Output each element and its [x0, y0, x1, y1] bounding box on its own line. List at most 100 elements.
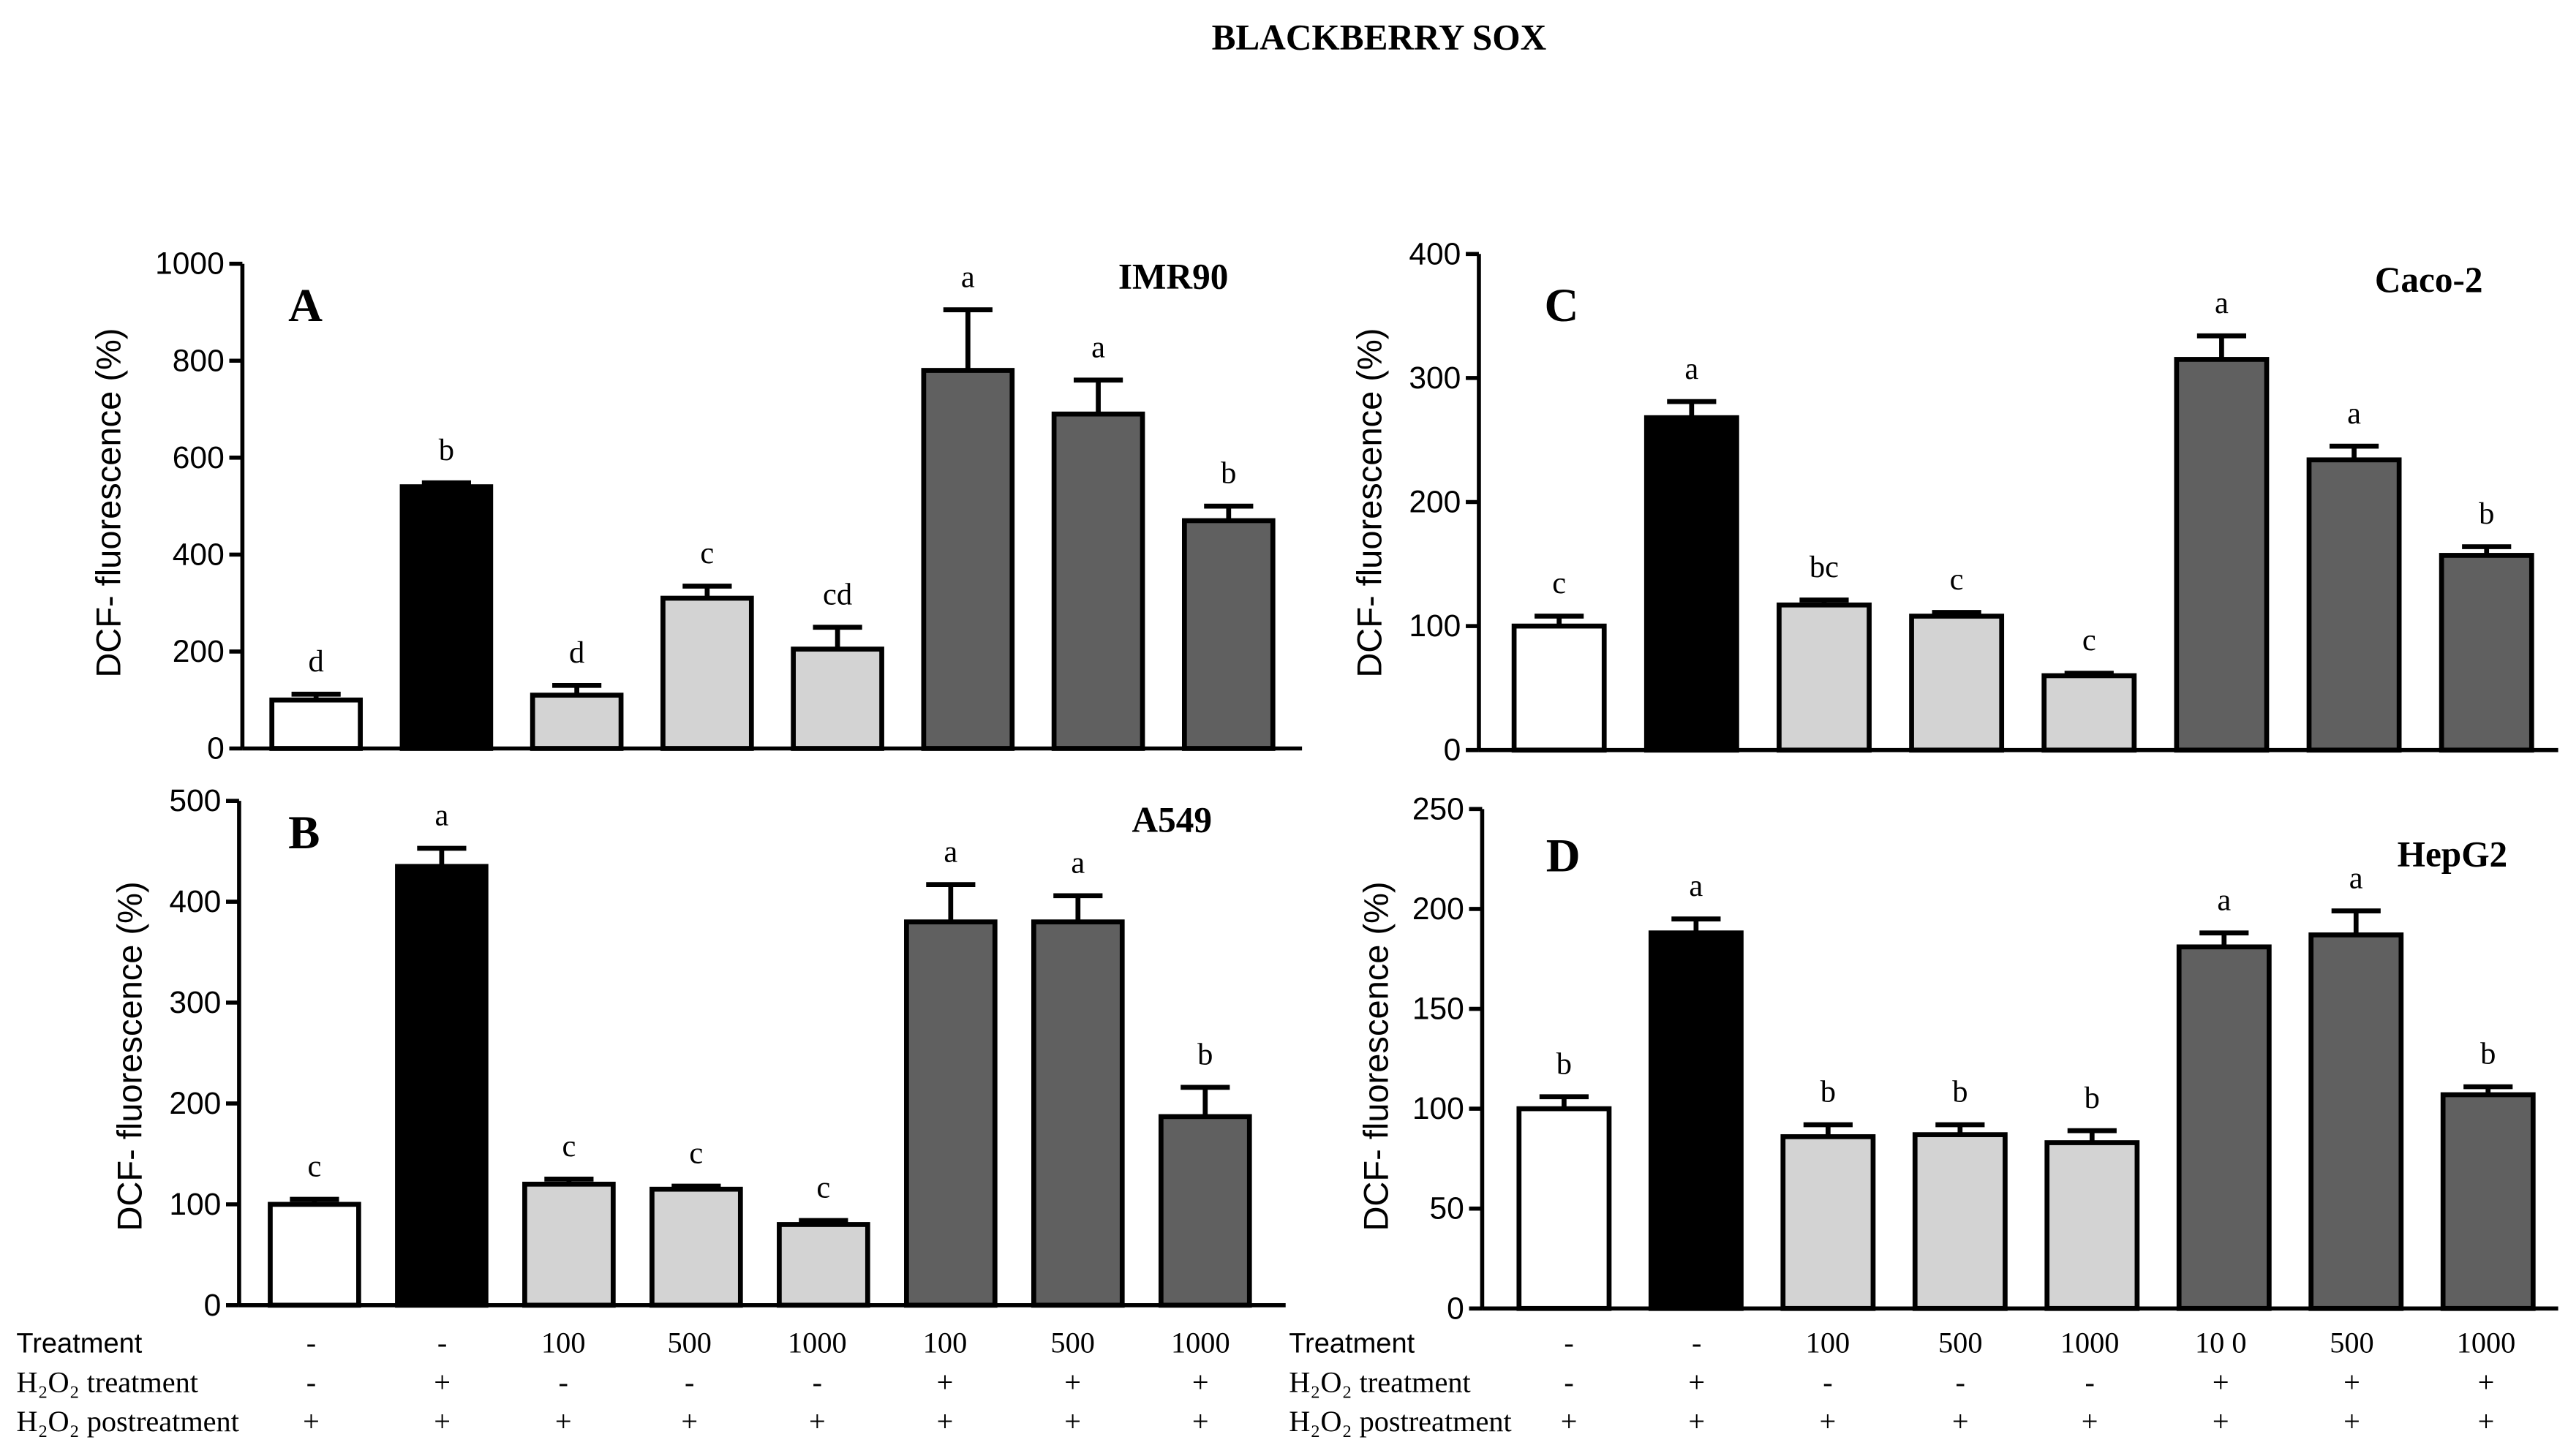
bar-A-8: [1182, 518, 1276, 751]
y-tick-label-C-3: 300: [1409, 361, 1461, 396]
y-tick-label-D-3: 150: [1412, 992, 1464, 1027]
y-axis-label-C: DCF- fluorescence (%): [1349, 328, 1388, 678]
bar-B-4: [649, 1186, 743, 1308]
panel-B: DCF- fluorescence (%) B A549 0 100 200 300 400 5…: [110, 783, 1286, 1323]
treatment-cell: 1000: [1171, 1327, 1230, 1359]
figure-title: BLACKBERRY SOX: [1212, 17, 1547, 57]
panel-C: DCF- fluorescence (%) C Caco-2 0 100 200 300 40…: [1349, 236, 2558, 768]
treatment-row-label: H₂O₂ postreatment: [16, 1405, 239, 1438]
panel-D: DCF- fluorescence (%) D HepG2 0 50 100 150 200 2…: [1356, 791, 2558, 1326]
y-tick-label-A-5: 1000: [155, 246, 225, 282]
treatment-cell: 1000: [788, 1327, 847, 1359]
significance-label-B-4: c: [689, 1136, 703, 1171]
bar-C-6: [2174, 357, 2270, 753]
treatment-cell: -: [1692, 1327, 1701, 1359]
treatment-cell: +: [809, 1405, 826, 1438]
significance-label-B-7: a: [1071, 845, 1085, 880]
treatment-cell: +: [681, 1405, 698, 1438]
significance-label-C-5: c: [2082, 623, 2096, 657]
bar-C-4: [1909, 614, 2005, 753]
significance-label-B-6: a: [944, 834, 957, 869]
treatment-cell: -: [1564, 1365, 1573, 1398]
bar-D-7: [2308, 932, 2404, 1311]
treatment-cell: 100: [923, 1327, 967, 1359]
bar-D-6: [2176, 944, 2272, 1311]
y-tick-label-B-4: 400: [169, 884, 221, 919]
treatment-cell: -: [813, 1365, 822, 1398]
treatment-cell: +: [937, 1405, 954, 1438]
significance-label-A-8: b: [1221, 456, 1236, 491]
significance-label-D-5: b: [2085, 1081, 2100, 1115]
y-tick-label-B-5: 500: [169, 783, 221, 818]
treatment-cell: 500: [667, 1327, 711, 1359]
bar-A-2: [399, 484, 494, 751]
panel-letter-D: D: [1546, 829, 1581, 882]
y-tick-label-D-0: 0: [1447, 1291, 1464, 1326]
treatment-cell: +: [1192, 1405, 1209, 1438]
treatment-cell: 1000: [2060, 1327, 2120, 1359]
y-tick-label-A-4: 800: [173, 343, 225, 378]
bar-B-6: [904, 919, 998, 1308]
treatment-cell: +: [1952, 1405, 1969, 1438]
treatment-row-label: Treatment: [16, 1329, 142, 1359]
treatment-table-left: Treatment - - 100 500 1000 100 500 1000 H₂O₂ trea…: [16, 1327, 1230, 1438]
significance-label-A-5: cd: [823, 577, 852, 611]
treatment-table-right: Treatment - - 100 500 1000 10 0 500 1000 H₂O₂ tre…: [1289, 1327, 2515, 1438]
y-tick-label-A-1: 200: [173, 634, 225, 669]
significance-label-D-3: b: [1820, 1075, 1836, 1109]
y-tick-label-D-2: 100: [1412, 1091, 1464, 1126]
treatment-cell: +: [1820, 1405, 1837, 1438]
treatment-row-label: Treatment: [1289, 1329, 1415, 1359]
treatment-row-label: H₂O₂ postreatment: [1289, 1405, 1512, 1438]
bar-A-5: [791, 646, 884, 751]
panel-letter-C: C: [1545, 279, 1579, 332]
treatment-cell: 1000: [2457, 1327, 2516, 1359]
treatment-cell: -: [1956, 1365, 1965, 1398]
y-tick-label-B-3: 300: [169, 985, 221, 1020]
y-tick-label-B-0: 0: [204, 1288, 222, 1323]
significance-label-A-7: a: [1091, 330, 1105, 364]
bar-B-1: [268, 1202, 361, 1308]
significance-label-D-8: b: [2480, 1037, 2496, 1071]
treatment-cell: 100: [1806, 1327, 1850, 1359]
treatment-cell: +: [2213, 1365, 2229, 1398]
y-tick-label-D-4: 200: [1412, 891, 1464, 927]
bar-C-8: [2439, 553, 2534, 753]
treatment-cell: +: [2082, 1405, 2098, 1438]
treatment-cell: -: [685, 1365, 694, 1398]
y-tick-label-C-0: 0: [1444, 733, 1461, 768]
treatment-cell: +: [937, 1365, 954, 1398]
bar-D-8: [2440, 1092, 2536, 1311]
treatment-cell: -: [559, 1365, 568, 1398]
significance-label-A-2: b: [439, 433, 454, 467]
cell-line-label-B: A549: [1132, 800, 1212, 840]
panel-letter-A: A: [288, 279, 323, 332]
significance-label-B-5: c: [816, 1171, 830, 1205]
significance-label-C-7: a: [2347, 396, 2361, 431]
significance-label-A-1: d: [309, 644, 324, 679]
significance-label-B-3: c: [562, 1129, 576, 1163]
treatment-cell: 10 0: [2195, 1327, 2247, 1359]
treatment-cell: +: [1192, 1365, 1209, 1398]
treatment-cell: +: [434, 1365, 451, 1398]
treatment-cell: +: [2213, 1405, 2229, 1438]
treatment-cell: -: [437, 1327, 447, 1359]
treatment-cell: +: [2343, 1405, 2360, 1438]
treatment-cell: 500: [1050, 1327, 1094, 1359]
treatment-cell: +: [1064, 1405, 1081, 1438]
significance-label-B-2: a: [434, 799, 448, 833]
bar-D-5: [2044, 1140, 2140, 1311]
y-axis-label-D: DCF- fluorescence (%): [1356, 881, 1395, 1231]
significance-label-A-6: a: [961, 260, 975, 294]
bar-B-5: [777, 1222, 870, 1308]
bar-A-3: [530, 693, 624, 751]
bar-B-3: [522, 1181, 616, 1308]
y-tick-label-A-3: 600: [173, 440, 225, 475]
bar-C-5: [2041, 673, 2137, 753]
treatment-cell: +: [303, 1405, 320, 1438]
bar-C-3: [1777, 602, 1872, 753]
treatment-cell: +: [1688, 1405, 1705, 1438]
y-tick-label-A-2: 400: [173, 537, 225, 572]
treatment-cell: +: [2478, 1365, 2495, 1398]
panel-A: DCF- fluorescence (%) A IMR90 0 200 400 600 800…: [89, 246, 1303, 766]
